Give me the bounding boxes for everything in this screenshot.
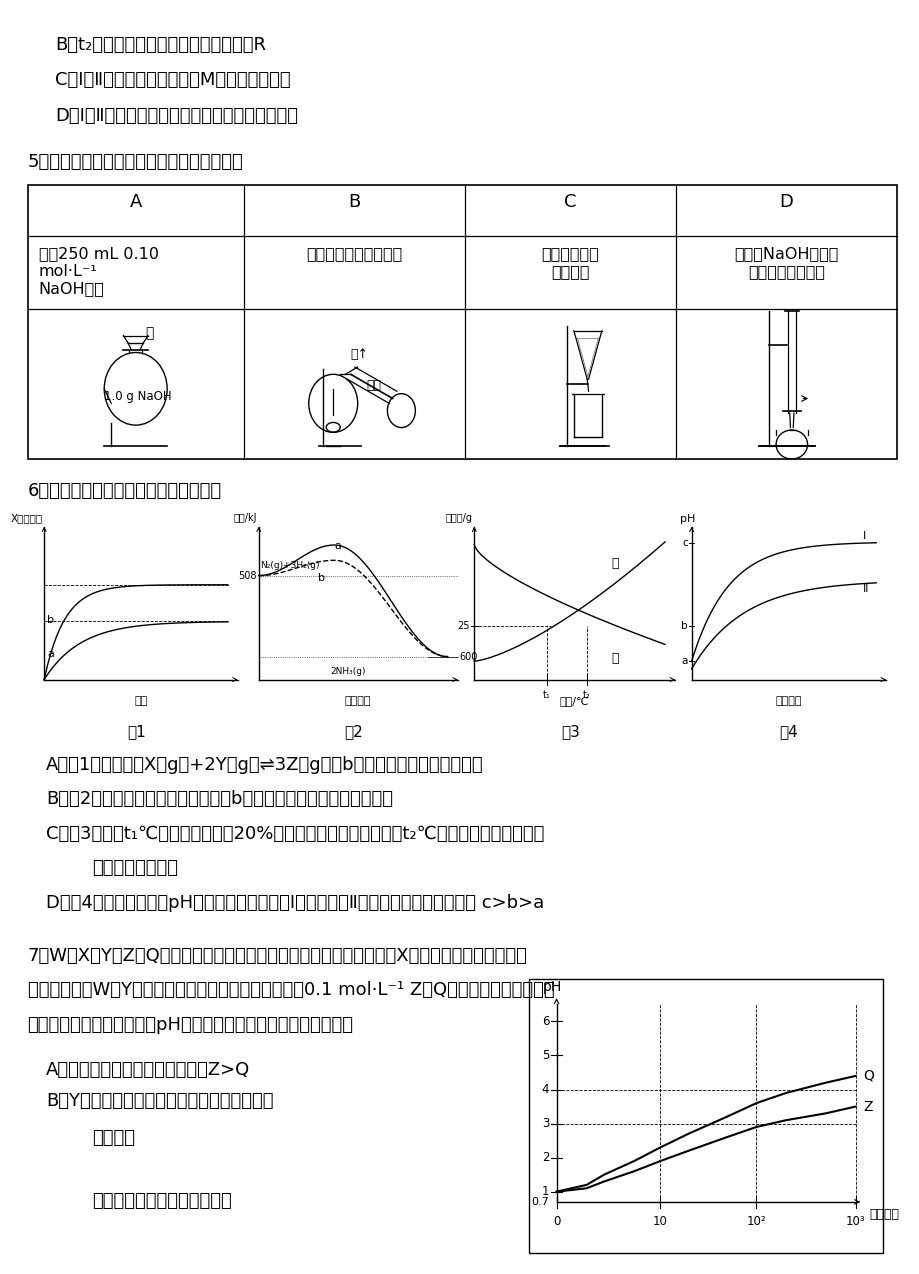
Text: 其对应的氧化物为两性氧化物: 其对应的氧化物为两性氧化物 [92, 1192, 232, 1210]
Text: pH: pH [542, 980, 561, 994]
Text: 508: 508 [238, 571, 256, 581]
Text: C．Ⅰ、Ⅱ两过程达到平衡时，M的体积分数相等: C．Ⅰ、Ⅱ两过程达到平衡时，M的体积分数相等 [55, 71, 290, 89]
Text: 4: 4 [541, 1083, 549, 1096]
Text: Ⅱ: Ⅱ [862, 585, 868, 594]
Text: A．图1所示反应：X（g）+2Y（g）⇌3Z（g），b曲线表示的一定是增大压强: A．图1所示反应：X（g）+2Y（g）⇌3Z（g），b曲线表示的一定是增大压强 [46, 755, 483, 775]
Text: b: b [318, 573, 325, 583]
Text: Q: Q [862, 1069, 873, 1083]
Text: 25: 25 [457, 620, 470, 631]
Text: 溶液体积: 溶液体积 [775, 696, 801, 706]
Text: 5: 5 [541, 1049, 549, 1063]
Text: 除去粗盐水中
的不溶物: 除去粗盐水中 的不溶物 [541, 246, 598, 279]
Text: 1: 1 [541, 1185, 549, 1198]
Text: c: c [682, 538, 687, 548]
Text: 作漂白剂: 作漂白剂 [92, 1129, 135, 1147]
Text: a: a [334, 541, 341, 552]
Text: N₂(g)+3H₂(g): N₂(g)+3H₂(g) [260, 562, 320, 571]
Text: B．图2表明合成氨反应是放热反应，b表示在反应体系中加入了催化剂: B．图2表明合成氨反应是放热反应，b表示在反应体系中加入了催化剂 [46, 790, 392, 809]
Text: B: B [347, 192, 360, 211]
Text: A: A [130, 192, 142, 211]
Text: 水: 水 [145, 326, 153, 340]
Text: 温度/℃: 温度/℃ [560, 696, 589, 706]
Text: a: a [681, 656, 687, 666]
Text: a: a [47, 648, 53, 659]
Text: 5．完成下列实验，所用仪器或操作合理的是: 5．完成下列实验，所用仪器或操作合理的是 [28, 153, 244, 172]
Text: 1.0 g NaOH: 1.0 g NaOH [104, 390, 172, 403]
Text: 稀释倍数: 稀释倍数 [868, 1208, 899, 1222]
Text: 10³: 10³ [845, 1214, 865, 1228]
Text: 0.7: 0.7 [531, 1196, 549, 1206]
Text: 冷水: 冷水 [366, 380, 380, 392]
Text: 图4: 图4 [778, 724, 797, 739]
Text: B．t₂时刻改变的条件是向密闭容器中加R: B．t₂时刻改变的条件是向密闭容器中加R [55, 36, 266, 54]
Text: 图2: 图2 [344, 724, 363, 739]
Text: b: b [47, 615, 54, 626]
Text: C: C [563, 192, 576, 211]
Text: B．Y在自然界中以游离态和化合态的形式存在: B．Y在自然界中以游离态和化合态的形式存在 [46, 1092, 273, 1110]
Text: 除去工业乙醇中的杂质: 除去工业乙醇中的杂质 [306, 246, 402, 261]
Text: pH: pH [679, 515, 695, 524]
Text: 6: 6 [541, 1015, 549, 1028]
Text: D．图4所示，用水稀释pH相同的盐酸和醋酸，Ⅰ表示醋酸，Ⅱ表示盐酸，且溶液导电性 c>b>a: D．图4所示，用水稀释pH相同的盐酸和醋酸，Ⅰ表示醋酸，Ⅱ表示盐酸，且溶液导电性… [46, 893, 544, 912]
Text: 最小的元素，W、Y在地壳中元素含量居前两位，常温下0.1 mol·L⁻¹ Z、Q的最高价氧化物对应的: 最小的元素，W、Y在地壳中元素含量居前两位，常温下0.1 mol·L⁻¹ Z、Q… [28, 981, 553, 1000]
Text: Ⅰ: Ⅰ [862, 531, 865, 541]
Text: 2NH₃(g): 2NH₃(g) [330, 666, 366, 675]
Text: 600: 600 [460, 651, 477, 661]
Text: 7．W、X、Y、Z、Q为原子序数依次增大的五种短周期主族元素，其中X为第三周期简单离子半径: 7．W、X、Y、Z、Q为原子序数依次增大的五种短周期主族元素，其中X为第三周期简… [28, 947, 527, 966]
Text: 反应过程: 反应过程 [345, 696, 371, 706]
Text: 时间: 时间 [134, 696, 147, 706]
Text: 甲: 甲 [610, 557, 618, 571]
Text: X的转化率: X的转化率 [10, 513, 42, 522]
Text: t₂: t₂ [583, 689, 590, 699]
Text: 水↑: 水↑ [350, 348, 368, 361]
Text: 3: 3 [541, 1117, 549, 1130]
Text: D: D [778, 192, 793, 211]
Text: 能量/kJ: 能量/kJ [233, 513, 256, 522]
Text: 水化物溶液加水稀释过程中pH变化如图所示。则下列说法正确的是: 水化物溶液加水稀释过程中pH变化如图所示。则下列说法正确的是 [28, 1015, 353, 1034]
Text: D．Ⅰ、Ⅱ两过程达到平衡时，反应的平衡常数相等: D．Ⅰ、Ⅱ两过程达到平衡时，反应的平衡常数相等 [55, 107, 298, 125]
Text: 0: 0 [552, 1214, 560, 1228]
Text: b: b [681, 620, 687, 631]
Text: 溶解度/g: 溶解度/g [445, 513, 472, 522]
Text: 图3: 图3 [561, 724, 580, 739]
Text: C．图3所示，t₁℃时质量分数均为20%的甲、乙两种溶液，升温到t₂℃时，两种溶液中溶质的: C．图3所示，t₁℃时质量分数均为20%的甲、乙两种溶液，升温到t₂℃时，两种溶… [46, 824, 544, 843]
Bar [528, 978, 882, 1252]
Text: t₁: t₁ [542, 689, 550, 699]
Text: 质量分数仍然相等: 质量分数仍然相等 [92, 859, 177, 878]
Text: 10²: 10² [745, 1214, 766, 1228]
Text: 2: 2 [541, 1152, 549, 1164]
Text: 乙: 乙 [610, 652, 618, 665]
Text: 用标准NaOH溶液滴
定锥形瓶中的盐酸: 用标准NaOH溶液滴 定锥形瓶中的盐酸 [733, 246, 838, 279]
Text: 图1: 图1 [127, 724, 145, 739]
Text: A．最简单气态氢化物的稳定性：Z>Q: A．最简单气态氢化物的稳定性：Z>Q [46, 1061, 250, 1079]
Text: 6．下列图示与对应的叙述一定正确的是: 6．下列图示与对应的叙述一定正确的是 [28, 482, 221, 501]
Bar [28, 185, 896, 459]
Text: Z: Z [862, 1099, 871, 1113]
Text: 10: 10 [652, 1214, 667, 1228]
Text: 配制250 mL 0.10
mol·L⁻¹
NaOH溶液: 配制250 mL 0.10 mol·L⁻¹ NaOH溶液 [39, 246, 158, 296]
